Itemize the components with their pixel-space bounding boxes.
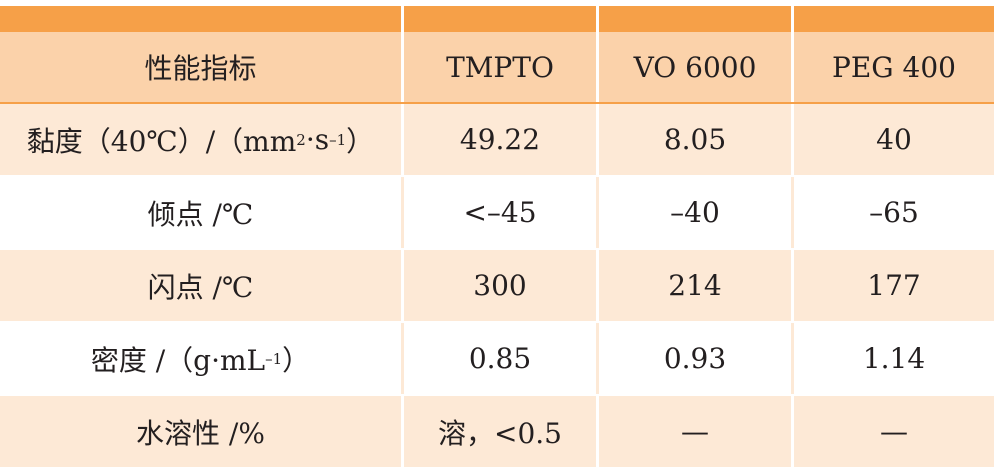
table-cell: 177 [794,250,994,321]
properties-table: 性能指标 TMPTO VO 6000 PEG 400 黏度（40℃）/（mm 2 ·… [0,6,994,467]
table-cell: — [599,396,794,467]
table-cell: — [794,396,994,467]
column-header: TMPTO [404,32,599,102]
table-top-bar [0,6,994,32]
table-row: 闪点 /℃ 300 214 177 [0,250,994,323]
top-bar-cell [404,6,599,32]
table-row: 倾点 /℃ <–45 –40 –65 [0,177,994,250]
table-cell: <–45 [404,177,599,248]
table-cell: 300 [404,250,599,321]
table-cell: 8.05 [599,104,794,175]
column-header: PEG 400 [794,32,994,102]
top-bar-cell [0,6,404,32]
table-cell: 溶，<0.5 [404,396,599,467]
row-label: 闪点 /℃ [0,250,404,321]
table-header: 性能指标 TMPTO VO 6000 PEG 400 [0,32,994,104]
row-label: 黏度（40℃）/（mm 2 ·s –1） [0,104,404,175]
table-cell: 0.93 [599,323,794,394]
row-label: 水溶性 /% [0,396,404,467]
top-bar-cell [794,6,994,32]
table-cell: 0.85 [404,323,599,394]
table-cell: 1.14 [794,323,994,394]
table-cell: 40 [794,104,994,175]
table-row: 密度 /（g·mL –1） 0.85 0.93 1.14 [0,323,994,396]
table-cell: –65 [794,177,994,248]
row-label: 倾点 /℃ [0,177,404,248]
table-cell: 49.22 [404,104,599,175]
column-header: VO 6000 [599,32,794,102]
table-row: 水溶性 /% 溶，<0.5 — — [0,396,994,467]
row-label: 密度 /（g·mL –1） [0,323,404,394]
table-cell: 214 [599,250,794,321]
top-bar-cell [599,6,794,32]
column-header: 性能指标 [0,32,404,102]
table-cell: –40 [599,177,794,248]
table-row: 黏度（40℃）/（mm 2 ·s –1） 49.22 8.05 40 [0,104,994,177]
